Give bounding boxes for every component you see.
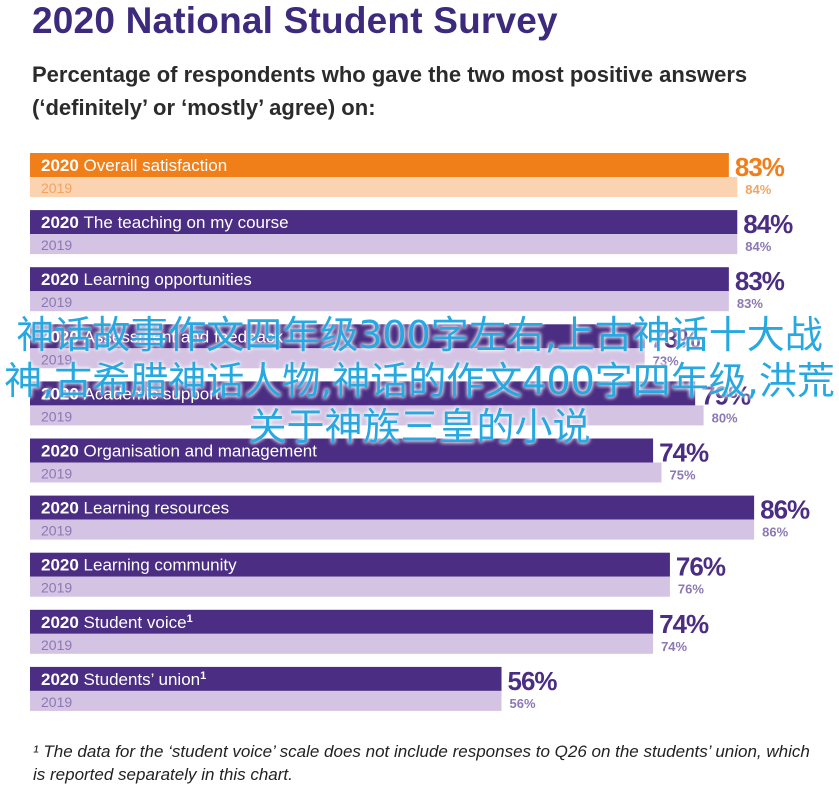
- value-label-2020-2: 83%: [735, 266, 785, 296]
- value-label-2020-8: 74%: [659, 609, 709, 639]
- category-label-8: 2020 Student voice1: [41, 613, 193, 632]
- value-label-2020-1: 84%: [743, 209, 793, 239]
- year-label-2019-2: 2019: [41, 294, 72, 310]
- bar-2020-9: [30, 666, 502, 691]
- year-label-2019-6: 2019: [41, 523, 72, 539]
- bar-2019-6: [30, 519, 755, 540]
- bar-2020-3: [30, 324, 645, 349]
- value-label-2019-7: 76%: [678, 582, 704, 597]
- bar-2019-7: [30, 576, 670, 597]
- bar-2019-4: [30, 405, 704, 426]
- year-label-2019-1: 2019: [41, 237, 72, 253]
- value-label-2019-2: 83%: [737, 296, 763, 311]
- bar-2019-0: [30, 177, 738, 197]
- value-label-2019-0: 84%: [745, 182, 771, 197]
- value-label-2020-4: 79%: [701, 380, 751, 410]
- value-label-2019-4: 80%: [712, 410, 738, 425]
- value-label-2019-5: 75%: [670, 468, 696, 483]
- chart-subtitle: Percentage of respondents who gave the t…: [32, 62, 748, 120]
- bar-2019-2: [30, 291, 729, 312]
- value-label-2019-6: 86%: [762, 525, 788, 540]
- category-label-4: 2020 Academic support: [41, 384, 220, 403]
- year-label-2019-5: 2019: [41, 466, 72, 482]
- chart-title: 2020 National Student Survey: [32, 0, 558, 41]
- value-label-2020-9: 56%: [508, 666, 558, 696]
- bar-2020-8: [30, 609, 654, 634]
- value-label-2020-7: 76%: [676, 552, 726, 582]
- bar-2020-4: [30, 381, 696, 406]
- watermark-overlay-text: 神话故事作文四年级300字左右,上古神话十大战神,古希腊神话人物,神话的作文40…: [4, 313, 835, 449]
- bar-2020-5: [30, 438, 654, 463]
- bar-2020-0: [30, 153, 729, 177]
- category-label-3: 2020 Assessment and feedback: [41, 327, 283, 346]
- year-label-2019-0: 2019: [41, 180, 72, 196]
- category-label-7: 2020 Learning community: [41, 556, 237, 575]
- bar-2019-9: [30, 690, 502, 711]
- year-label-2019-7: 2019: [41, 580, 72, 596]
- category-label-0: 2020 Overall satisfaction: [41, 156, 227, 175]
- bar-2020-1: [30, 210, 738, 235]
- year-label-2019-8: 2019: [41, 637, 72, 653]
- year-label-2019-9: 2019: [41, 694, 72, 710]
- value-label-2020-5: 74%: [659, 438, 709, 468]
- category-label-2: 2020 Learning opportunities: [41, 270, 252, 289]
- value-label-2019-3: 73%: [653, 353, 679, 368]
- bar-2019-5: [30, 462, 662, 483]
- value-label-2020-6: 86%: [760, 495, 810, 525]
- footnote: ¹ The data for the ‘student voice’ scale…: [33, 742, 810, 784]
- value-label-2020-3: 73%: [651, 323, 701, 353]
- bar-chart: 2020 Overall satisfaction201983%84%2020 …: [30, 152, 811, 711]
- bar-2020-6: [30, 495, 755, 520]
- year-label-2019-4: 2019: [41, 408, 72, 424]
- bar-2019-3: [30, 348, 645, 369]
- category-label-5: 2020 Organisation and management: [41, 442, 317, 461]
- category-label-9: 2020 Students’ union1: [41, 670, 206, 689]
- bar-2020-2: [30, 267, 729, 292]
- bar-2020-7: [30, 552, 670, 577]
- category-label-6: 2020 Learning resources: [41, 499, 229, 518]
- value-label-2020-0: 83%: [735, 152, 785, 182]
- category-label-1: 2020 The teaching on my course: [41, 213, 289, 232]
- bar-2019-1: [30, 234, 738, 255]
- bar-2019-8: [30, 633, 654, 654]
- value-label-2019-9: 56%: [510, 696, 536, 711]
- year-label-2019-3: 2019: [41, 351, 72, 367]
- value-label-2019-1: 84%: [745, 239, 771, 254]
- value-label-2019-8: 74%: [661, 639, 687, 654]
